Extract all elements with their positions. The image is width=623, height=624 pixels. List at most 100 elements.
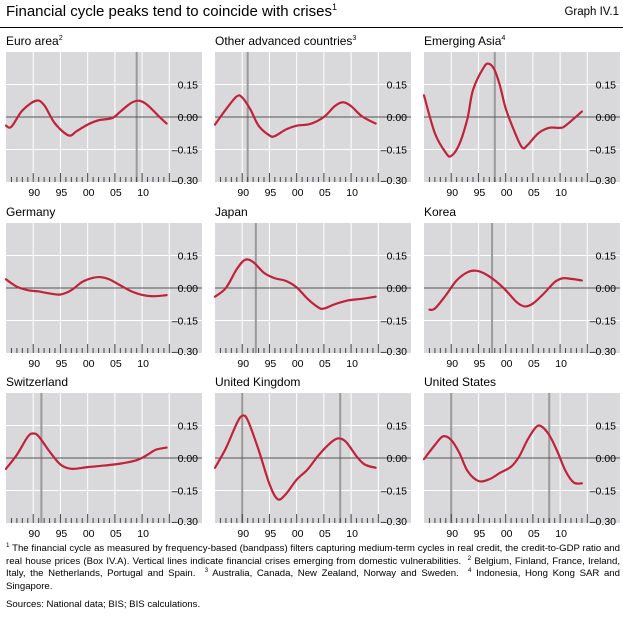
y-tick-label: 0.00: [178, 453, 199, 465]
y-tick-label: 0.15: [178, 421, 199, 433]
x-tick-label: 05: [528, 187, 540, 199]
panel-title-footnote-mark: 2: [58, 33, 63, 42]
panel-title: Emerging Asia4: [424, 34, 505, 48]
series-line: [213, 414, 377, 501]
title-text: Financial cycle peaks tend to coincide w…: [6, 3, 332, 20]
footnote-text: The financial cycle as measured by frequ…: [6, 543, 620, 567]
panel-title-text: United States: [424, 375, 497, 389]
chart-panel: 0.15 0.00 –0.15 –0.30 90 95 00 05 10: [422, 393, 620, 540]
series-line: [4, 99, 168, 137]
x-tick-label: 95: [474, 187, 486, 199]
x-tick-label: 10: [346, 358, 358, 370]
x-tick-label: 95: [265, 528, 277, 540]
series-line: [428, 269, 583, 312]
x-tick-label: 00: [501, 528, 513, 540]
x-tick-label: 95: [474, 528, 486, 540]
y-tick-label: 0.00: [596, 283, 617, 295]
panel-title-text: Japan: [215, 205, 248, 219]
chart-panel: 0.15 0.00 –0.15 –0.30 90 95 00 05 10: [424, 223, 620, 370]
y-tick-label: –0.30: [172, 346, 198, 358]
footnote-text: Australia, Canada, New Zealand, Norway a…: [212, 568, 459, 579]
x-tick-label: 95: [56, 528, 68, 540]
panel-title-text: Euro area: [6, 34, 59, 48]
y-tick-label: –0.15: [381, 145, 407, 157]
footnote-mark: 4: [467, 566, 472, 574]
y-tick-label: 0.15: [387, 80, 408, 92]
x-tick-label: 95: [474, 358, 486, 370]
footnote-text: Indonesia, Hong Kong SAR and Singapore.: [6, 568, 620, 592]
chart-panel: 0.15 0.00 –0.15 –0.30 90 95 00 05 10: [213, 393, 411, 540]
y-tick-label: –0.15: [590, 486, 616, 498]
x-tick-label: 90: [237, 358, 249, 370]
series-line: [4, 275, 168, 298]
panel-title-footnote-mark: 4: [501, 33, 506, 42]
y-tick-label: –0.30: [590, 175, 616, 187]
x-tick-label: 95: [56, 187, 68, 199]
y-tick-label: –0.30: [590, 346, 616, 358]
y-tick-label: 0.15: [596, 80, 617, 92]
series-line: [213, 258, 377, 311]
footnote-mark: 3: [204, 566, 209, 574]
series-line: [213, 94, 377, 138]
y-tick-label: 0.15: [178, 80, 199, 92]
y-tick-label: 0.00: [596, 453, 617, 465]
graph-number: Graph IV.1: [564, 6, 619, 18]
y-tick-label: –0.15: [381, 486, 407, 498]
x-tick-label: 00: [501, 358, 513, 370]
panel-title: Germany: [6, 205, 55, 219]
panel-title: Japan: [215, 205, 248, 219]
notes-area: 1 The financial cycle as measured by fre…: [6, 541, 620, 612]
chart-panel: 0.15 0.00 –0.15 –0.30 90 95 00 05 10: [4, 52, 202, 199]
x-tick-label: 05: [319, 528, 331, 540]
x-tick-label: 05: [319, 358, 331, 370]
x-tick-label: 00: [501, 187, 513, 199]
panel-title: United States: [424, 375, 496, 389]
panel-title-text: Korea: [424, 205, 457, 219]
y-tick-label: –0.15: [590, 145, 616, 157]
x-tick-label: 90: [446, 187, 458, 199]
x-tick-label: 00: [83, 187, 95, 199]
y-tick-label: 0.15: [178, 251, 199, 263]
x-tick-label: 90: [446, 528, 458, 540]
x-tick-label: 05: [110, 528, 122, 540]
y-tick-label: 0.15: [387, 421, 408, 433]
x-tick-label: 00: [292, 187, 304, 199]
x-tick-label: 90: [28, 187, 40, 199]
y-tick-label: –0.30: [172, 175, 198, 187]
x-tick-label: 95: [56, 358, 68, 370]
panel-title: Euro area2: [6, 34, 63, 48]
panel-title: Korea: [424, 205, 456, 219]
panel-title: Other advanced countries3: [215, 34, 356, 48]
y-tick-label: –0.15: [172, 316, 198, 328]
x-tick-label: 00: [292, 358, 304, 370]
x-tick-label: 05: [528, 358, 540, 370]
chart-panel: 0.15 0.00 –0.15 –0.30 90 95 00 05 10: [422, 52, 620, 199]
panel-title-footnote-mark: 3: [352, 33, 357, 42]
panel-title-text: Switzerland: [6, 375, 69, 389]
footnote-text: Belgium, Finland, France, Ireland, Italy…: [6, 555, 620, 580]
y-tick-label: 0.00: [178, 283, 199, 295]
panel-title-text: Emerging Asia: [424, 34, 502, 48]
y-tick-label: 0.15: [596, 251, 617, 263]
x-tick-label: 05: [110, 358, 122, 370]
y-tick-label: 0.00: [387, 453, 408, 465]
x-tick-label: 90: [28, 528, 40, 540]
y-tick-label: –0.30: [590, 516, 616, 528]
y-tick-label: 0.00: [387, 112, 408, 124]
y-tick-label: 0.15: [387, 251, 408, 263]
y-tick-label: –0.15: [172, 486, 198, 498]
chart-panel: 0.15 0.00 –0.15 –0.30 90 95 00 05 10: [4, 393, 202, 540]
x-tick-label: 00: [292, 528, 304, 540]
panel-title-text: Other advanced countries: [215, 34, 353, 48]
y-tick-label: 0.00: [387, 283, 408, 295]
title-footnote-mark: 1: [332, 2, 338, 12]
x-tick-label: 10: [137, 528, 149, 540]
y-tick-label: –0.30: [381, 346, 407, 358]
footnote-mark: 1: [6, 541, 10, 549]
x-tick-label: 95: [265, 358, 277, 370]
x-tick-label: 00: [83, 358, 95, 370]
x-tick-label: 10: [555, 187, 567, 199]
x-tick-label: 10: [137, 187, 149, 199]
y-tick-label: –0.15: [381, 316, 407, 328]
y-tick-label: –0.30: [172, 516, 198, 528]
